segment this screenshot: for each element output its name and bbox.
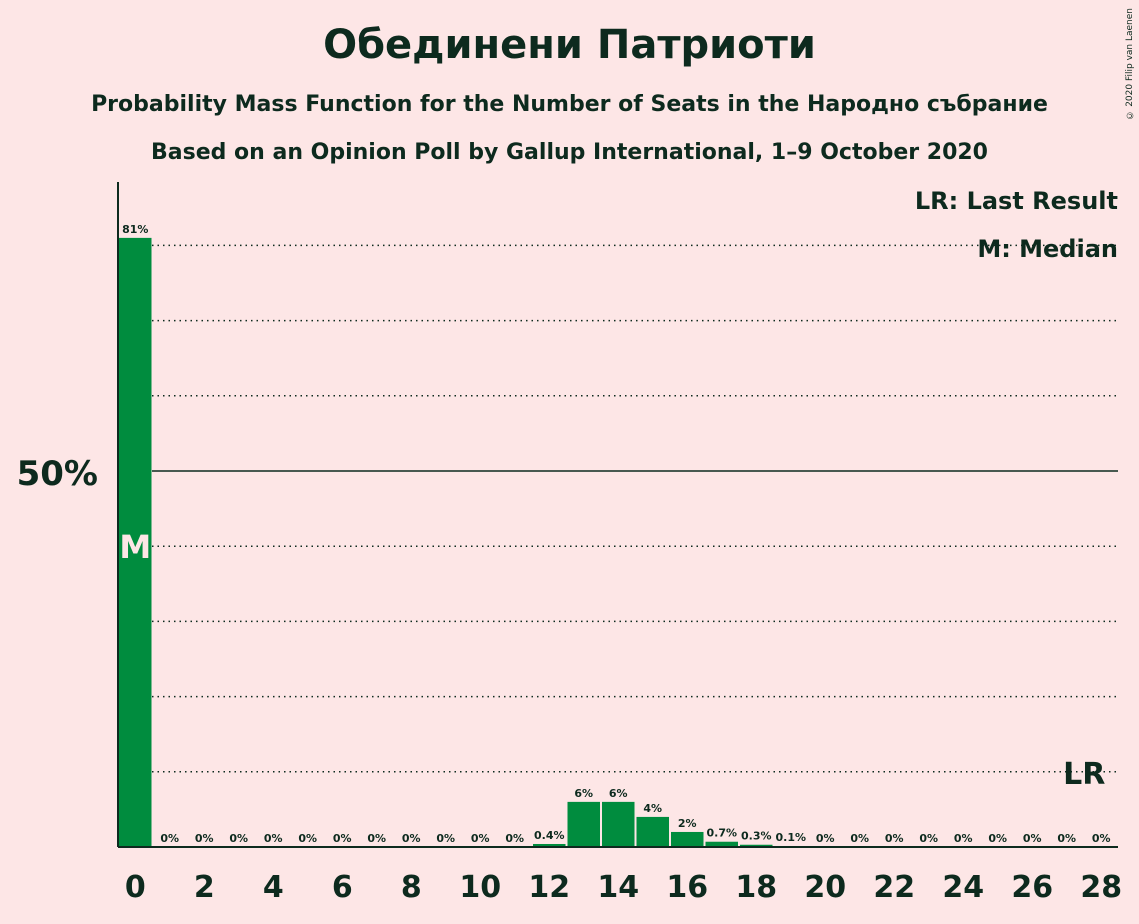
bar-value-label: 0% bbox=[816, 832, 835, 845]
bar-value-label: 4% bbox=[643, 802, 662, 815]
bar-value-label: 0% bbox=[919, 832, 938, 845]
x-tick-label: 18 bbox=[735, 870, 777, 905]
bar-value-label: 0% bbox=[333, 832, 352, 845]
bar bbox=[567, 801, 600, 847]
bar-value-label: 0% bbox=[195, 832, 214, 845]
bar-value-label: 6% bbox=[574, 787, 593, 800]
bar bbox=[119, 237, 152, 847]
x-tick-label: 28 bbox=[1080, 870, 1122, 905]
x-tick-label: 10 bbox=[459, 870, 501, 905]
bar-value-label: 0% bbox=[850, 832, 869, 845]
bar-value-label: 0% bbox=[954, 832, 973, 845]
median-marker: M bbox=[119, 528, 151, 566]
bar-value-label: 0% bbox=[436, 832, 455, 845]
x-tick-label: 24 bbox=[942, 870, 984, 905]
bar-value-label: 0% bbox=[1057, 832, 1076, 845]
bar-value-label: 0.3% bbox=[741, 830, 772, 843]
bar-value-label: 0% bbox=[471, 832, 490, 845]
bar-value-label: 0.7% bbox=[706, 827, 737, 840]
bar-value-label: 0% bbox=[885, 832, 904, 845]
bar-value-label: 0% bbox=[298, 832, 317, 845]
bar-value-label: 0% bbox=[402, 832, 421, 845]
bar bbox=[671, 831, 704, 847]
chart-subtitle: Probability Mass Function for the Number… bbox=[91, 92, 1048, 117]
bar-value-label: 0.4% bbox=[534, 829, 565, 842]
bar-value-label: 2% bbox=[678, 817, 697, 830]
legend-median: M: Median bbox=[977, 235, 1118, 263]
bar-value-label: 81% bbox=[122, 223, 148, 236]
bar bbox=[533, 843, 566, 847]
chart-title: Обединени Патриоти bbox=[323, 22, 816, 68]
x-tick-label: 8 bbox=[401, 870, 422, 905]
x-tick-label: 22 bbox=[873, 870, 915, 905]
bar bbox=[636, 816, 669, 847]
x-tick-label: 4 bbox=[263, 870, 284, 905]
bar-value-label: 0% bbox=[264, 832, 283, 845]
legend-last-result: LR: Last Result bbox=[915, 187, 1118, 215]
bar bbox=[602, 801, 635, 847]
bar-value-label: 0% bbox=[988, 832, 1007, 845]
bar-value-label: 0% bbox=[505, 832, 524, 845]
x-tick-label: 2 bbox=[194, 870, 215, 905]
chart-source: Based on an Opinion Poll by Gallup Inter… bbox=[151, 140, 988, 165]
x-tick-label: 0 bbox=[125, 870, 146, 905]
x-tick-label: 20 bbox=[804, 870, 846, 905]
bar bbox=[705, 841, 738, 847]
x-tick-label: 6 bbox=[332, 870, 353, 905]
bar-value-label: 6% bbox=[609, 787, 628, 800]
bar-value-label: 0% bbox=[229, 832, 248, 845]
bar-value-label: 0% bbox=[1092, 832, 1111, 845]
x-tick-label: 16 bbox=[666, 870, 708, 905]
bar-value-label: 0.1% bbox=[775, 831, 806, 844]
x-tick-label: 14 bbox=[597, 870, 639, 905]
bar-value-label: 0% bbox=[160, 832, 179, 845]
x-tick-label: 12 bbox=[528, 870, 570, 905]
bar-value-label: 0% bbox=[367, 832, 386, 845]
x-tick-label: 26 bbox=[1011, 870, 1053, 905]
bar bbox=[740, 844, 773, 847]
bar-value-label: 0% bbox=[1023, 832, 1042, 845]
y-tick-label: 50% bbox=[17, 454, 98, 494]
last-result-marker: LR bbox=[1063, 757, 1105, 792]
